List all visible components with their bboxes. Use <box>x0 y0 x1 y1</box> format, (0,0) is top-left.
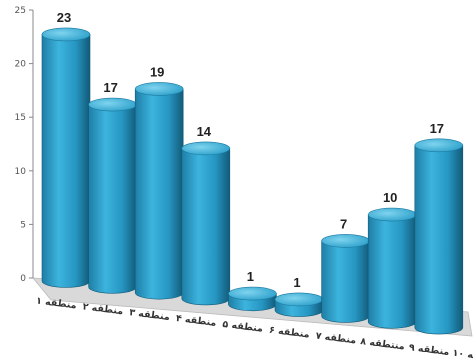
category-label: منطقه ۹ <box>408 342 450 358</box>
category-label: منطقه ۳ <box>129 307 171 323</box>
bar <box>41 27 91 288</box>
bar-body <box>367 214 417 329</box>
bar <box>274 292 324 317</box>
y-tick-label: 20 <box>15 60 27 70</box>
bar-top <box>414 138 464 153</box>
y-tick-label: 15 <box>15 113 26 123</box>
bar <box>88 97 137 294</box>
bar-top <box>367 207 417 222</box>
category-label: منطقه ۶ <box>268 325 310 341</box>
bar <box>134 82 184 300</box>
category-label: منطقه ۵ <box>222 319 264 335</box>
y-tick-label: 10 <box>15 167 27 177</box>
bar-body <box>181 148 231 306</box>
data-label: 14 <box>197 124 212 139</box>
bar-top <box>228 286 277 301</box>
bar-body <box>134 88 184 300</box>
y-tick-label: 5 <box>20 220 26 230</box>
bar-top <box>134 82 184 96</box>
bar <box>228 286 277 312</box>
y-tick-label: 25 <box>15 6 26 16</box>
data-label: 1 <box>293 275 300 290</box>
bar-top <box>41 27 91 42</box>
data-label: 10 <box>383 190 397 205</box>
bar-top <box>181 141 231 156</box>
data-label: 19 <box>150 64 164 79</box>
category-label: منتطقه ۸ <box>360 336 406 352</box>
bar <box>181 141 231 306</box>
data-label: 1 <box>247 269 254 284</box>
category-labels: منطقه ۱ منطقه ۲ منطقه ۳ منطقه ۴ منطقه ۵ منطقه… <box>35 296 473 361</box>
category-label: منطقه ۲ <box>82 301 124 317</box>
bar <box>367 207 417 329</box>
category-label: منطقه ۴ <box>175 313 217 329</box>
bars <box>41 27 464 335</box>
bar <box>414 138 464 335</box>
bar <box>321 234 370 323</box>
bar-body <box>88 104 137 294</box>
data-label: 7 <box>340 216 347 231</box>
data-label: 23 <box>57 10 71 25</box>
data-label: 17 <box>430 121 444 136</box>
bar-body <box>414 145 464 335</box>
y-axis: 0 5 10 15 20 25 <box>15 6 34 284</box>
y-tick-label: 0 <box>20 274 26 284</box>
bar-body <box>321 240 370 323</box>
category-label: منطقه ۷ <box>315 331 357 347</box>
bar-top <box>88 97 137 112</box>
bar-top <box>274 292 324 307</box>
category-label: منطقه ۱ <box>35 296 77 312</box>
bar-body <box>41 34 91 288</box>
data-label: 17 <box>103 80 117 95</box>
category-label: منطقه ۱۰ <box>452 348 473 361</box>
bar-top <box>321 234 370 248</box>
